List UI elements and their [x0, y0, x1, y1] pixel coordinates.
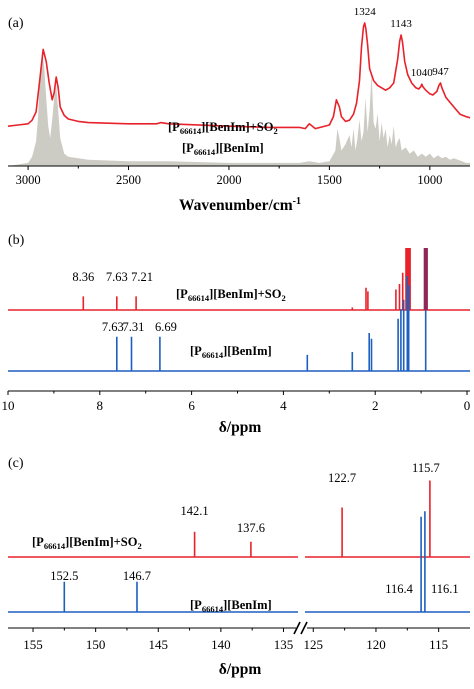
- series-label-subscript: 2: [273, 126, 277, 136]
- x-tick-label: 2000: [216, 173, 241, 187]
- x-tick-label: 120: [366, 637, 386, 652]
- x-tick-label: 1500: [317, 173, 342, 187]
- nmr-peak-label: 116.1: [431, 582, 459, 596]
- series-label-part: ][BenIm]+SO: [201, 120, 274, 134]
- series-label-part: [P: [190, 344, 202, 358]
- series-label-part: ][BenIm]+SO: [209, 287, 282, 301]
- panel-b-x-ticks: 10 8 6 4 2 0: [2, 391, 471, 413]
- series-label-part: [P: [32, 535, 44, 549]
- series-label-subscript: 2: [281, 293, 285, 303]
- x-tick-label: 145: [149, 637, 169, 652]
- series-label-part: [P: [182, 141, 194, 155]
- nmr-1h-blue-spectrum: [8, 276, 470, 372]
- series-label-subscript: 66614: [188, 293, 210, 303]
- series-label-part: [P: [190, 598, 202, 612]
- nmr-peak-label: 152.5: [50, 569, 78, 583]
- panel-b-series-label-blue: [P66614][BenIm]: [190, 344, 272, 360]
- series-label-subscript: 66614: [194, 147, 216, 157]
- x-tick-label: 140: [211, 637, 231, 652]
- nmr-peak-label: 8.36: [72, 270, 94, 284]
- panel-c-label: (c): [8, 456, 24, 471]
- x-tick-label: 115: [429, 637, 448, 652]
- axis-title-superscript: -1: [293, 196, 301, 207]
- series-label-part: ][BenIm]: [215, 141, 264, 155]
- ir-series-gray-area: [8, 51, 470, 166]
- x-tick-label: 125: [304, 637, 324, 652]
- panel-a-peak-labels: 1324 1143 1040 947: [354, 6, 449, 79]
- panel-b: (b) 10 8 6 4 2 0 8.36 7.63 7.217.637.31 6.69 [P6…: [2, 233, 471, 436]
- panel-c-peak-labels: 142.1 137.6 122.7 115.7 152.5 146.7 116.4 116.1: [50, 461, 458, 596]
- panel-c-x-ticks: 155 150 145 140 135 125 120 115: [23, 628, 448, 652]
- x-tick-label: 10: [2, 398, 15, 413]
- axis-break-icon: [293, 621, 308, 635]
- nmr-13c-blue-spectrum-left: [8, 581, 298, 613]
- nmr-peak-label: 115.7: [412, 461, 440, 475]
- panel-a-series-label-red: [P66614][BenIm]+SO2: [168, 120, 278, 136]
- nmr-peak-label: 137.6: [237, 521, 265, 535]
- x-tick-label: 8: [97, 398, 104, 413]
- axis-title-text: Wavenumber/cm: [179, 197, 293, 214]
- panel-a-plot-area: [7, 22, 471, 166]
- x-tick-label: 4: [280, 398, 287, 413]
- series-label-subscript: 66614: [202, 350, 224, 360]
- panel-c: (c) 155 150 145 140 135 125 120 115 142.1137.61…: [8, 456, 470, 678]
- panel-a-x-axis-title: Wavenumber/cm-1: [179, 196, 301, 214]
- panel-b-peak-labels: 8.36 7.63 7.217.637.31 6.69: [72, 270, 177, 334]
- x-tick-label: 135: [274, 637, 294, 652]
- nmr-1h-overlap-peak: [423, 248, 428, 310]
- panel-b-plot-area: [8, 248, 470, 372]
- series-label-subscript: 66614: [202, 604, 224, 614]
- series-label-part: [P: [176, 287, 188, 301]
- panel-c-series-label-red: [P66614][BenIm]+SO2: [32, 535, 142, 551]
- series-label-part: ][BenIm]+SO: [65, 535, 138, 549]
- nmr-13c-blue-spectrum-right: [305, 511, 470, 613]
- panel-b-x-axis-title: δ/ppm: [219, 419, 262, 436]
- series-label-part: [P: [168, 120, 180, 134]
- panel-b-label: (b): [8, 233, 25, 248]
- panel-c-x-axis-title: δ/ppm: [219, 661, 262, 678]
- nmr-peak-label: 7.21: [131, 270, 153, 284]
- x-tick-label: 0: [464, 398, 471, 413]
- x-tick-label: 155: [23, 637, 43, 652]
- nmr-peak-label: 116.4: [385, 582, 413, 596]
- series-label-subscript: 66614: [180, 126, 202, 136]
- panel-b-series-label-red: [P66614][BenIm]+SO2: [176, 287, 286, 303]
- panel-c-series-label-blue: [P66614][BenIm]: [190, 598, 272, 614]
- ir-peak-label: 1143: [390, 18, 412, 30]
- nmr-peak-label: 7.31: [123, 320, 145, 334]
- x-tick-label: 2500: [116, 173, 141, 187]
- nmr-peak-label: 6.69: [155, 320, 177, 334]
- series-label-subscript: 66614: [44, 541, 66, 551]
- x-tick-label: 6: [188, 398, 195, 413]
- ir-peak-label: 1324: [354, 6, 377, 18]
- x-tick-label: 150: [86, 637, 106, 652]
- nmr-peak-label: 7.63: [106, 270, 128, 284]
- ir-peak-label: 947: [432, 66, 449, 78]
- panel-a-x-ticks: 3000 2500 2000 1500 1000: [16, 166, 442, 187]
- panel-a-series-label-gray: [P66614][BenIm]: [182, 141, 264, 157]
- panel-c-plot-area: [8, 480, 470, 613]
- ir-peak-label: 1040: [411, 67, 434, 79]
- nmr-13c-red-spectrum-left: [8, 531, 298, 558]
- nmr-peak-label: 122.7: [328, 471, 356, 485]
- series-label-subscript: 2: [137, 541, 141, 551]
- panel-a-label: (a): [8, 16, 24, 31]
- x-tick-label: 3000: [16, 173, 41, 187]
- x-tick-label: 2: [372, 398, 379, 413]
- series-label-part: ][BenIm]: [223, 598, 272, 612]
- nmr-peak-label: 142.1: [181, 504, 209, 518]
- series-label-part: ][BenIm]: [223, 344, 272, 358]
- nmr-peak-label: 146.7: [123, 569, 151, 583]
- ir-series-red-line: [7, 22, 471, 130]
- panel-a: (a) 3000 2500 2000 1500 1000 1324 1143 1040 947…: [7, 6, 471, 214]
- x-tick-label: 1000: [417, 173, 442, 187]
- nmr-13c-red-spectrum-right: [305, 480, 470, 558]
- nmr-peak-label: 7.63: [102, 320, 124, 334]
